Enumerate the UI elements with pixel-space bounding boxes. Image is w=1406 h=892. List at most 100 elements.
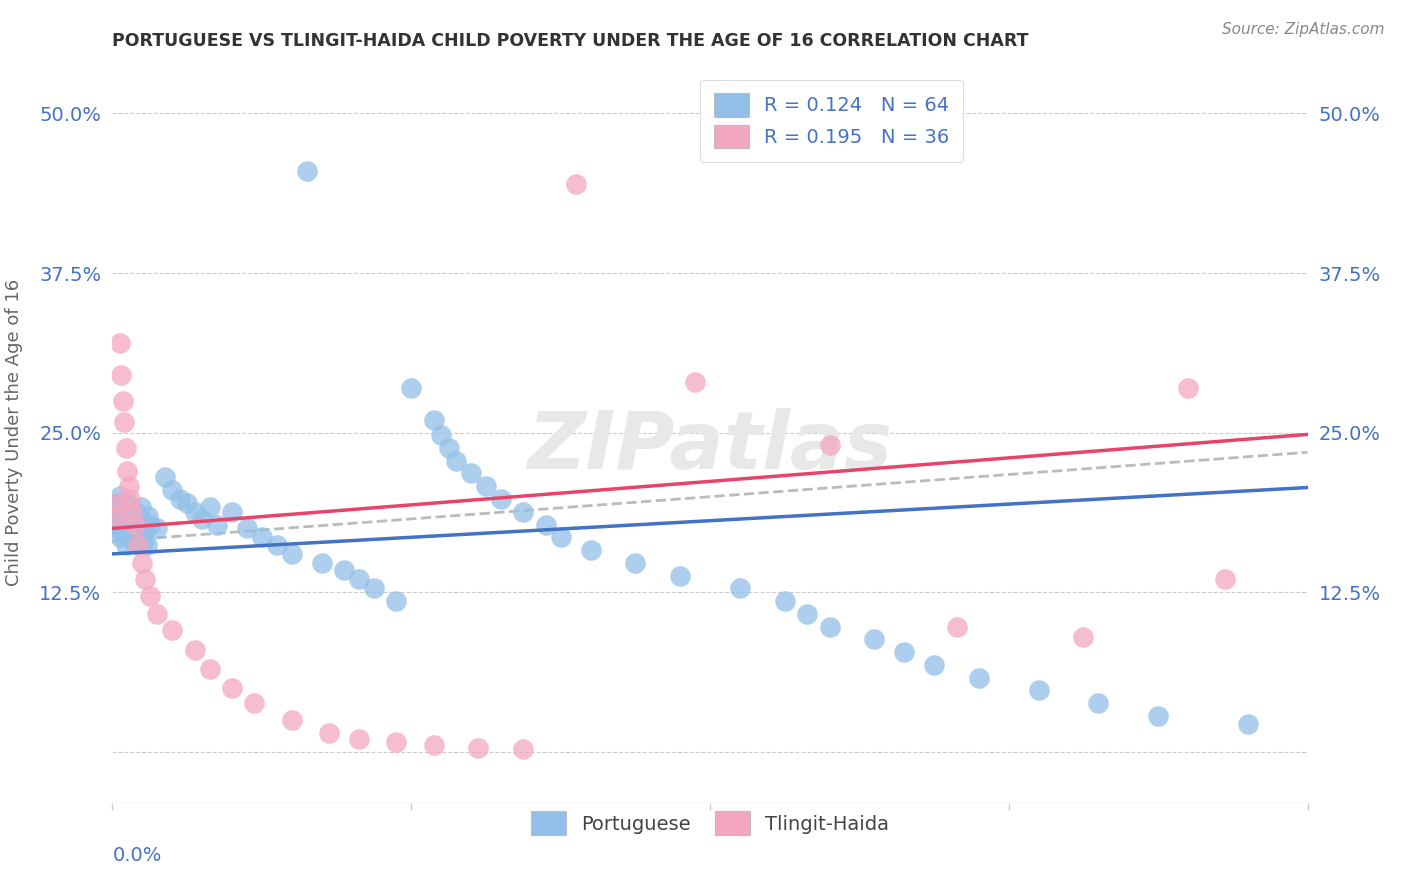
- Point: [945, 620, 967, 634]
- Point: [512, 505, 534, 519]
- Point: [1147, 709, 1170, 723]
- Point: [117, 521, 139, 535]
- Point: [131, 512, 153, 526]
- Point: [124, 517, 146, 532]
- Point: [347, 731, 370, 746]
- Point: [105, 508, 128, 523]
- Y-axis label: Child Poverty Under the Age of 16: Child Poverty Under the Age of 16: [4, 279, 22, 586]
- Point: [430, 428, 453, 442]
- Point: [121, 505, 143, 519]
- Point: [266, 538, 288, 552]
- Point: [127, 538, 149, 552]
- Point: [176, 496, 198, 510]
- Point: [444, 453, 467, 467]
- Point: [221, 681, 243, 695]
- Point: [138, 508, 160, 523]
- Point: [579, 543, 602, 558]
- Point: [437, 441, 460, 455]
- Point: [922, 657, 945, 672]
- Point: [162, 624, 183, 638]
- Point: [385, 594, 408, 608]
- Point: [107, 517, 129, 532]
- Point: [111, 525, 134, 540]
- Point: [1073, 630, 1095, 644]
- Point: [111, 393, 134, 408]
- Point: [863, 632, 886, 647]
- Point: [534, 517, 557, 532]
- Point: [669, 568, 692, 582]
- Point: [281, 713, 304, 727]
- Point: [198, 500, 221, 514]
- Point: [198, 662, 221, 676]
- Point: [134, 573, 156, 587]
- Point: [125, 505, 148, 519]
- Point: [311, 556, 333, 570]
- Point: [624, 556, 647, 570]
- Point: [243, 696, 266, 710]
- Point: [135, 538, 157, 552]
- Point: [1237, 716, 1260, 731]
- Point: [153, 470, 176, 484]
- Point: [132, 534, 155, 549]
- Point: [115, 441, 138, 455]
- Point: [818, 438, 841, 452]
- Point: [250, 530, 273, 544]
- Point: [728, 582, 751, 596]
- Point: [110, 368, 132, 383]
- Point: [1087, 696, 1109, 710]
- Point: [422, 739, 444, 753]
- Point: [131, 556, 153, 570]
- Point: [124, 517, 146, 532]
- Point: [108, 530, 131, 544]
- Point: [512, 742, 534, 756]
- Point: [363, 582, 385, 596]
- Point: [489, 491, 512, 506]
- Point: [893, 645, 915, 659]
- Point: [129, 500, 152, 514]
- Point: [118, 530, 141, 544]
- Point: [108, 336, 131, 351]
- Point: [467, 740, 489, 755]
- Point: [120, 491, 142, 506]
- Point: [128, 525, 150, 540]
- Point: [796, 607, 818, 621]
- Point: [683, 375, 706, 389]
- Text: Source: ZipAtlas.com: Source: ZipAtlas.com: [1222, 22, 1385, 37]
- Point: [117, 464, 139, 478]
- Point: [134, 521, 156, 535]
- Point: [169, 491, 191, 506]
- Point: [1177, 381, 1199, 395]
- Point: [1215, 573, 1237, 587]
- Point: [114, 416, 135, 430]
- Point: [318, 725, 340, 739]
- Point: [146, 521, 169, 535]
- Point: [183, 642, 205, 657]
- Point: [139, 517, 162, 532]
- Point: [139, 589, 162, 603]
- Point: [114, 508, 135, 523]
- Text: 0.0%: 0.0%: [112, 846, 162, 864]
- Point: [107, 496, 129, 510]
- Point: [117, 496, 139, 510]
- Legend: Portuguese, Tlingit-Haida: Portuguese, Tlingit-Haida: [517, 797, 903, 848]
- Point: [191, 512, 214, 526]
- Point: [127, 538, 149, 552]
- Point: [475, 479, 498, 493]
- Point: [550, 530, 572, 544]
- Point: [564, 177, 586, 191]
- Point: [115, 538, 138, 552]
- Point: [107, 502, 129, 516]
- Point: [236, 521, 259, 535]
- Text: PORTUGUESE VS TLINGIT-HAIDA CHILD POVERTY UNDER THE AGE OF 16 CORRELATION CHART: PORTUGUESE VS TLINGIT-HAIDA CHILD POVERT…: [112, 32, 1029, 50]
- Point: [967, 671, 990, 685]
- Point: [1028, 683, 1050, 698]
- Point: [773, 594, 796, 608]
- Point: [333, 564, 356, 578]
- Point: [401, 381, 423, 395]
- Point: [108, 490, 131, 504]
- Point: [105, 496, 128, 510]
- Text: ZIPatlas: ZIPatlas: [527, 409, 893, 486]
- Point: [295, 164, 318, 178]
- Point: [118, 479, 141, 493]
- Point: [385, 734, 408, 748]
